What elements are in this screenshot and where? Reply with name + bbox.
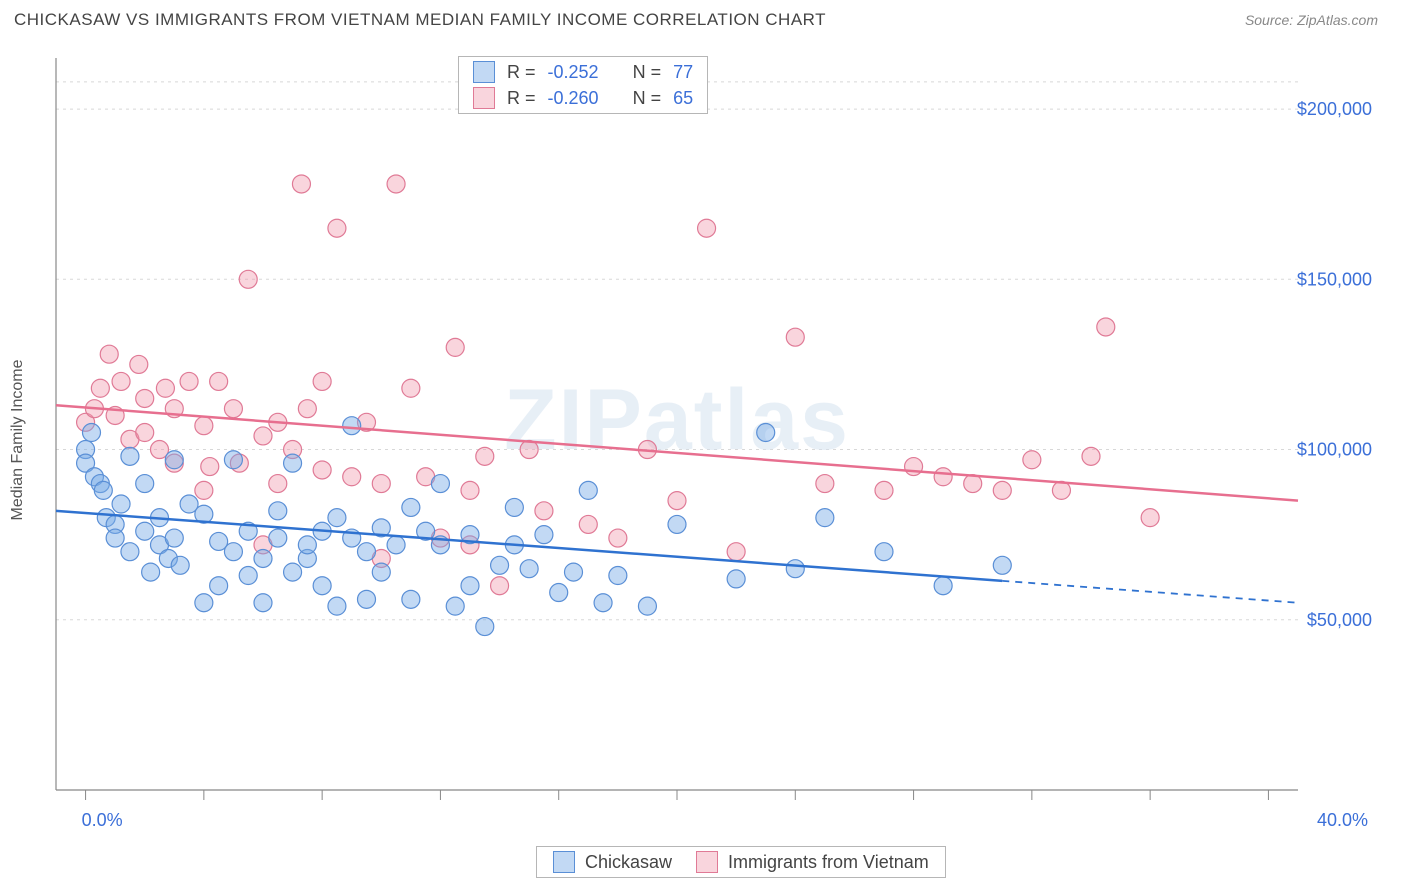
correlation-stats-box: R = -0.252 N = 77 R = -0.260 N = 65 (458, 56, 708, 114)
legend-swatch (696, 851, 718, 873)
stat-r-value: -0.252 (548, 62, 599, 83)
legend-swatch (553, 851, 575, 873)
stat-r-value: -0.260 (548, 88, 599, 109)
stat-n-value: 77 (673, 62, 693, 83)
stat-row: R = -0.260 N = 65 (459, 85, 707, 111)
chart-title: CHICKASAW VS IMMIGRANTS FROM VIETNAM MED… (14, 10, 826, 30)
legend-label: Immigrants from Vietnam (728, 852, 929, 873)
legend-item: Immigrants from Vietnam (696, 851, 929, 873)
stat-row: R = -0.252 N = 77 (459, 59, 707, 85)
source-label: Source: ZipAtlas.com (1245, 12, 1378, 28)
legend-swatch (473, 61, 495, 83)
svg-text:$100,000: $100,000 (1297, 440, 1372, 460)
stat-r-label: R = (507, 62, 536, 83)
svg-text:$150,000: $150,000 (1297, 269, 1372, 289)
svg-text:40.0%: 40.0% (1317, 810, 1368, 830)
svg-text:$200,000: $200,000 (1297, 99, 1372, 119)
stat-n-label: N = (633, 88, 662, 109)
stat-n-label: N = (633, 62, 662, 83)
y-axis-label: Median Family Income (9, 360, 27, 521)
plot-area: Median Family Income $50,000$100,000$150… (48, 50, 1378, 830)
stat-n-value: 65 (673, 88, 693, 109)
legend-label: Chickasaw (585, 852, 672, 873)
svg-text:$50,000: $50,000 (1307, 610, 1372, 630)
legend-swatch (473, 87, 495, 109)
svg-text:0.0%: 0.0% (82, 810, 123, 830)
stat-r-label: R = (507, 88, 536, 109)
scatter-plot: $50,000$100,000$150,000$200,000ZIPatlas0… (48, 50, 1378, 830)
series-legend: Chickasaw Immigrants from Vietnam (536, 846, 946, 878)
legend-item: Chickasaw (553, 851, 672, 873)
